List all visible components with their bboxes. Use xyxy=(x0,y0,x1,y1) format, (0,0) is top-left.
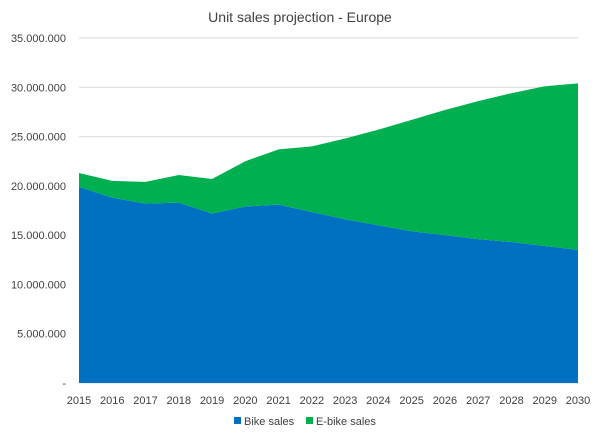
y-tick-label: 35.000.000 xyxy=(11,33,66,45)
legend-label: E-bike sales xyxy=(316,416,376,428)
x-tick-label: 2027 xyxy=(466,395,490,407)
x-tick-label: 2023 xyxy=(333,395,357,407)
legend-label: Bike sales xyxy=(244,416,295,428)
x-tick-label: 2022 xyxy=(300,395,324,407)
y-tick-label: - xyxy=(62,378,66,390)
chart-title: Unit sales projection - Europe xyxy=(208,9,392,25)
x-tick-label: 2016 xyxy=(100,395,124,407)
area-series-0 xyxy=(79,186,578,383)
y-tick-label: 5.000.000 xyxy=(17,329,66,341)
x-tick-label: 2015 xyxy=(67,395,91,407)
y-tick-label: 25.000.000 xyxy=(11,132,66,144)
x-tick-label: 2025 xyxy=(399,395,423,407)
x-tick-label: 2030 xyxy=(566,395,590,407)
x-tick-label: 2020 xyxy=(233,395,257,407)
x-tick-label: 2018 xyxy=(167,395,191,407)
area-series-1 xyxy=(79,83,578,250)
y-tick-label: 10.000.000 xyxy=(11,279,66,291)
x-tick-label: 2021 xyxy=(266,395,290,407)
y-tick-label: 30.000.000 xyxy=(11,82,66,94)
x-tick-label: 2019 xyxy=(200,395,224,407)
legend-swatch xyxy=(234,417,241,424)
legend-swatch xyxy=(306,417,313,424)
x-tick-label: 2028 xyxy=(499,395,523,407)
y-tick-label: 20.000.000 xyxy=(11,181,66,193)
x-tick-label: 2017 xyxy=(133,395,157,407)
x-tick-label: 2029 xyxy=(532,395,556,407)
x-tick-label: 2024 xyxy=(366,395,390,407)
y-tick-label: 15.000.000 xyxy=(11,230,66,242)
x-tick-label: 2026 xyxy=(433,395,457,407)
